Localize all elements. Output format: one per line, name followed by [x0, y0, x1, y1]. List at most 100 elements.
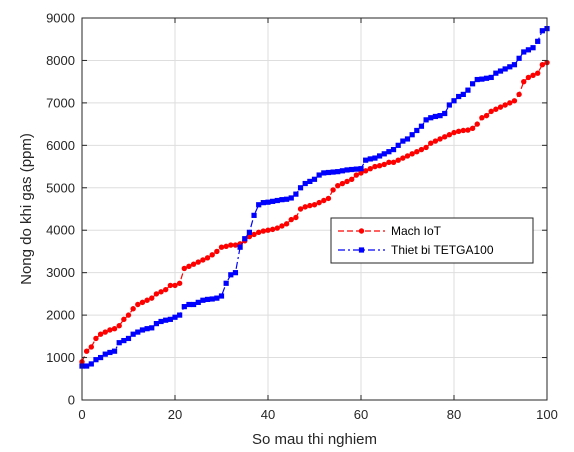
series-1-point [302, 180, 308, 187]
series-1-point [539, 28, 545, 34]
y-tick-label: 6000 [46, 138, 75, 153]
series-1-point [525, 47, 531, 53]
series-0-point [102, 329, 108, 335]
series-1-point [88, 361, 94, 367]
series-0-point [195, 259, 201, 265]
series-0-point [330, 187, 336, 193]
series-0-point [209, 252, 215, 258]
series-1-point [474, 76, 480, 83]
y-tick-label: 3000 [46, 265, 75, 280]
series-1-point [535, 38, 541, 44]
series-1-point [321, 170, 327, 176]
series-0-point [186, 263, 192, 269]
series-1-point [284, 196, 290, 202]
series-1-point [135, 329, 141, 335]
series-0-point [511, 98, 518, 104]
series-1-point [335, 169, 341, 175]
legend-marker-1 [358, 247, 365, 253]
series-0-point [265, 227, 271, 233]
series-0-point [149, 295, 155, 301]
grid-lines [82, 18, 547, 400]
legend-box [330, 217, 534, 264]
series-0-point [121, 316, 127, 323]
series-0-point [395, 157, 401, 163]
series-1-point [260, 200, 266, 206]
series-1-point [246, 229, 252, 235]
series-0-point [144, 297, 150, 303]
series-1-point [330, 169, 336, 175]
series-0-point [302, 204, 308, 210]
x-tick-label: 80 [447, 407, 461, 422]
series-1-point [274, 197, 280, 204]
series-0-point [260, 228, 267, 234]
series-0-point [483, 112, 490, 119]
series-0-point [497, 104, 504, 110]
series-1-point [349, 166, 355, 173]
series-0-point [479, 115, 485, 121]
x-tick-label: 100 [536, 407, 558, 422]
series-1-point [209, 296, 215, 302]
series-1-point [116, 340, 122, 346]
series-1-point [107, 349, 113, 356]
series-1-point [102, 351, 108, 357]
series-0-point [390, 159, 397, 166]
y-tick-label: 9000 [46, 11, 75, 26]
series-0-point [251, 231, 257, 238]
series-0-point [228, 242, 234, 248]
series-1-point [158, 318, 164, 325]
series-0-point [139, 299, 146, 306]
series-0-point [293, 214, 299, 221]
y-tick-label: 2000 [46, 308, 75, 323]
series-1-point [144, 326, 150, 332]
series-0-point [279, 223, 285, 229]
series-1-point [130, 331, 136, 337]
series-1-point [358, 166, 364, 172]
series-1-point [511, 62, 518, 68]
series-0-point [88, 344, 95, 350]
y-tick-label: 0 [68, 393, 75, 408]
series-0-point [274, 225, 280, 231]
series-1-point [316, 172, 322, 178]
series-1-point [195, 299, 201, 305]
series-1-point [311, 176, 318, 182]
series-0-point [214, 248, 220, 255]
series-1-point [418, 123, 425, 129]
series-1-point [381, 151, 387, 157]
series-1-point [344, 167, 350, 173]
series-1-point [242, 236, 248, 242]
series-1-point [181, 304, 187, 310]
series-0-point [316, 199, 322, 206]
x-axis-label: So mau thi nghiem [252, 431, 377, 448]
series-0-point [269, 226, 276, 233]
series-1-point [177, 312, 183, 318]
series-1-point [125, 335, 132, 342]
series-0-point [451, 129, 457, 136]
series-0-point [423, 144, 429, 151]
x-tick-label: 20 [168, 407, 182, 422]
series-0-point [111, 325, 118, 332]
series-1-point [186, 301, 192, 308]
series-0-point [288, 216, 294, 223]
series-1-point [451, 98, 457, 104]
series-0-point [469, 125, 476, 132]
series-1-point [172, 314, 178, 320]
y-tick-label: 4000 [46, 223, 75, 238]
series-0-point [409, 151, 415, 157]
series-0-point [176, 280, 183, 286]
series-1-point [307, 178, 313, 185]
series-0-point [349, 176, 355, 182]
series-0-point [325, 195, 332, 202]
series-layer [79, 26, 550, 369]
series-0-point [414, 149, 420, 155]
series-1-point [414, 127, 420, 134]
series-1-point [265, 199, 271, 205]
plot-area [82, 18, 547, 400]
axis-ticks: 0 20 40 60 80 1000100020003000400050006000700… [46, 11, 558, 423]
series-1-point [84, 363, 90, 369]
series-1-point [218, 293, 225, 299]
series-0-point [362, 168, 369, 174]
series-0-point [386, 159, 392, 166]
series-0-point [428, 140, 434, 146]
series-1-point [270, 198, 276, 204]
series-0-point [167, 282, 174, 289]
